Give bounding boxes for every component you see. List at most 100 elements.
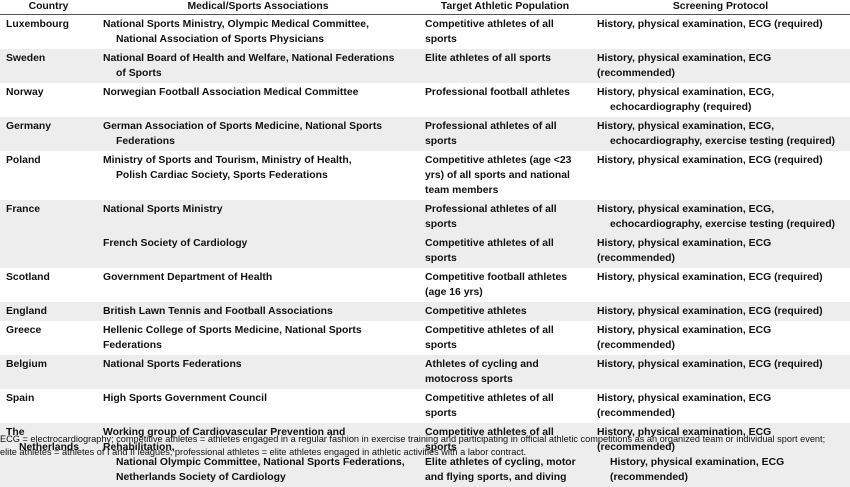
- cell-screening-protocol: History, physical examination, ECG (reco…: [591, 49, 850, 83]
- cell-line: History, physical examination, ECG (requ…: [597, 304, 847, 319]
- column-header-screening-protocol: Screening Protocol: [591, 0, 850, 15]
- cell-line: Polish Cardiac Society, Sports Federatio…: [103, 168, 416, 183]
- cell-line: Professional athletes of all sports: [425, 202, 588, 232]
- cell-line: Athletes of cycling and: [425, 357, 588, 372]
- cell-line: Competitive athletes of all sports: [425, 323, 588, 353]
- cell-country: [0, 234, 97, 268]
- column-header-target-population: Target Athletic Population: [419, 0, 591, 15]
- cell-line: France: [6, 202, 94, 217]
- cell-line: and flying sports, and diving: [425, 470, 588, 485]
- cell-target-population: Competitive athletes of all sports: [419, 321, 591, 355]
- cell-line: England: [6, 304, 94, 319]
- footnote-line: elite athletes = athletes of I and II le…: [0, 446, 850, 459]
- cell-associations: National Board of Health and Welfare, Na…: [97, 49, 419, 83]
- cell-line: Scotland: [6, 270, 94, 285]
- cell-target-population: Professional athletes of all sports: [419, 117, 591, 151]
- table-row: Poland Ministry of Sports and Tourism, Mi…: [0, 151, 850, 200]
- cell-line: Competitive athletes of all sports: [425, 236, 588, 266]
- cell-line: Competitive athletes of all sports: [425, 391, 588, 421]
- cell-line: Poland: [6, 153, 94, 168]
- cell-line: History, physical examination, ECG (reco…: [597, 323, 847, 353]
- cell-line: motocross sports: [425, 372, 588, 387]
- cell-country: Greece: [0, 321, 97, 355]
- cell-line: National Sports Ministry: [103, 202, 416, 217]
- table-row: England British Lawn Tennis and Football …: [0, 302, 850, 321]
- column-header-associations: Medical/Sports Associations: [97, 0, 419, 15]
- table-row: Germany German Association of Sports Medi…: [0, 117, 850, 151]
- cell-line: History, physical examination, ECG,: [597, 202, 847, 217]
- cell-country: France: [0, 200, 97, 234]
- cell-line: History, physical examination, ECG (reco…: [597, 51, 847, 81]
- cell-associations: Government Department of Health: [97, 268, 419, 302]
- cell-line: Competitive athletes of all sports: [425, 17, 588, 47]
- column-header-country: Country: [0, 0, 97, 15]
- cell-line: Government Department of Health: [103, 270, 416, 285]
- cell-target-population: Competitive athletes: [419, 302, 591, 321]
- cell-line: Professional athletes of all sports: [425, 119, 588, 149]
- cell-line: British Lawn Tennis and Football Associa…: [103, 304, 416, 319]
- cell-line: (age 16 yrs): [425, 285, 588, 300]
- cell-country: Luxembourg: [0, 15, 97, 50]
- cell-line: Ministry of Sports and Tourism, Ministry…: [103, 153, 416, 168]
- cell-country: Norway: [0, 83, 97, 117]
- cell-associations: French Society of Cardiology: [97, 234, 419, 268]
- cell-screening-protocol: History, physical examination, ECG (requ…: [591, 268, 850, 302]
- cell-line: History, physical examination, ECG (requ…: [597, 153, 847, 168]
- cell-target-population: Elite athletes of all sports: [419, 49, 591, 83]
- document-page: Country Medical/Sports Associations Targ…: [0, 0, 850, 461]
- cell-screening-protocol: History, physical examination, ECG (requ…: [591, 151, 850, 200]
- cell-line: History, physical examination, ECG (requ…: [597, 270, 847, 285]
- cell-country: Poland: [0, 151, 97, 200]
- cell-screening-protocol: History, physical examination, ECG,echoc…: [591, 200, 850, 234]
- cell-line: Germany: [6, 119, 94, 134]
- cell-line: History, physical examination, ECG (reco…: [597, 455, 847, 485]
- cell-country: Belgium: [0, 355, 97, 389]
- cell-line: Hellenic College of Sports Medicine, Nat…: [103, 323, 416, 353]
- cell-line: National Board of Health and Welfare, Na…: [103, 51, 416, 66]
- cell-line: Sweden: [6, 51, 94, 66]
- cell-target-population: Professional football athletes: [419, 83, 591, 117]
- cell-screening-protocol: History, physical examination, ECG,echoc…: [591, 117, 850, 151]
- cell-line: French Society of Cardiology: [103, 236, 416, 251]
- cell-line: National Sports Federations: [103, 357, 416, 372]
- cell-line: Competitive athletes (age <23: [425, 153, 588, 168]
- cell-associations: National Sports Ministry, Olympic Medica…: [97, 15, 419, 50]
- table-row: France National Sports Ministry Profession…: [0, 200, 850, 234]
- cell-country: Sweden: [0, 49, 97, 83]
- table-row: Sweden National Board of Health and Welfa…: [0, 49, 850, 83]
- cell-target-population: Competitive athletes of all sports: [419, 15, 591, 50]
- cell-line: Greece: [6, 323, 94, 338]
- cell-line: History, physical examination, ECG (reco…: [597, 391, 847, 421]
- cell-screening-protocol: History, physical examination, ECG (requ…: [591, 355, 850, 389]
- cell-associations: National Sports Federations: [97, 355, 419, 389]
- cell-line: Netherlands Society of Cardiology: [103, 470, 416, 485]
- cell-line: German Association of Sports Medicine, N…: [103, 119, 416, 134]
- cell-country: Scotland: [0, 268, 97, 302]
- table-header-row: Country Medical/Sports Associations Targ…: [0, 0, 850, 15]
- cell-screening-protocol: History, physical examination, ECG,echoc…: [591, 83, 850, 117]
- cell-line: Luxembourg: [6, 17, 94, 32]
- cell-line: History, physical examination, ECG,: [597, 119, 847, 134]
- table-row: French Society of Cardiology Competitive …: [0, 234, 850, 268]
- table-row: Greece Hellenic College of Sports Medicin…: [0, 321, 850, 355]
- cell-line: Professional football athletes: [425, 85, 588, 100]
- cell-line: Norway: [6, 85, 94, 100]
- cell-associations: German Association of Sports Medicine, N…: [97, 117, 419, 151]
- cell-associations: Norwegian Football Association Medical C…: [97, 83, 419, 117]
- footnote-line: ECG = electrocardiography; competitive a…: [0, 433, 850, 446]
- cell-associations: High Sports Government Council: [97, 389, 419, 423]
- cell-line: History, physical examination, ECG (requ…: [597, 17, 847, 32]
- cell-target-population: Competitive athletes of all sports: [419, 389, 591, 423]
- cell-associations: Ministry of Sports and Tourism, Ministry…: [97, 151, 419, 200]
- cell-target-population: Competitive athletes of all sports: [419, 234, 591, 268]
- cell-line: National Association of Sports Physician…: [103, 32, 416, 47]
- cell-line: of Sports: [103, 66, 416, 81]
- cell-country: Germany: [0, 117, 97, 151]
